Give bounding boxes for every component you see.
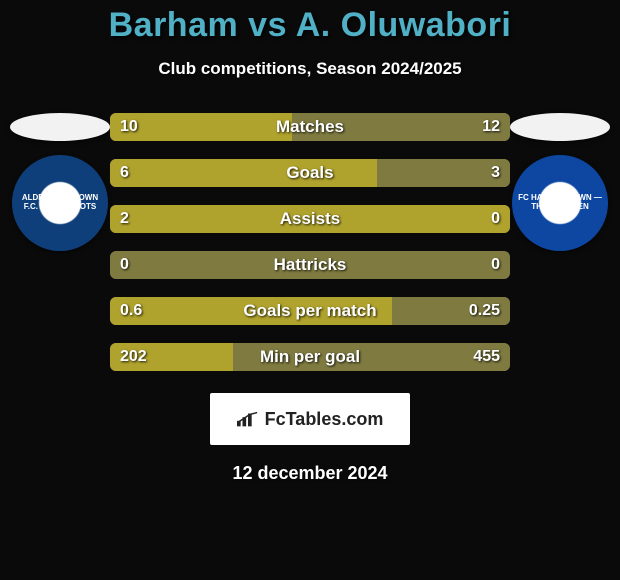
stat-row: 00Hattricks (110, 251, 510, 279)
bar-right-fill (233, 343, 510, 371)
flag-right-icon (510, 113, 610, 141)
source-badge-text: FcTables.com (265, 409, 384, 430)
bar-left-fill (110, 343, 233, 371)
stat-row: 1012Matches (110, 113, 510, 141)
bar-left-fill (110, 205, 510, 233)
bar-right-fill (377, 159, 510, 187)
comparison-panel: ALDERSHOT TOWN F.C. — THE SHOTS FC HALIF… (0, 113, 620, 484)
crest-left-text: ALDERSHOT TOWN F.C. — THE SHOTS (12, 188, 108, 218)
title-player-right: A. Oluwabori (296, 6, 512, 44)
bar-right-fill (292, 113, 510, 141)
bar-left-fill (110, 297, 392, 325)
crest-right-icon: FC HALIFAX TOWN — THE SHAYMEN (512, 155, 608, 251)
bar-track (110, 251, 510, 279)
title-vs: vs (248, 6, 287, 44)
date-text: 12 december 2024 (0, 463, 620, 484)
bar-left-fill (110, 159, 377, 187)
stat-row: 0.60.25Goals per match (110, 297, 510, 325)
side-left: ALDERSHOT TOWN F.C. — THE SHOTS (0, 113, 120, 251)
stat-row: 63Goals (110, 159, 510, 187)
subtitle: Club competitions, Season 2024/2025 (0, 59, 620, 79)
crest-right-text: FC HALIFAX TOWN — THE SHAYMEN (512, 188, 608, 218)
stat-row: 202455Min per goal (110, 343, 510, 371)
title-player-left: Barham (109, 6, 239, 44)
flag-left-icon (10, 113, 110, 141)
side-right: FC HALIFAX TOWN — THE SHAYMEN (500, 113, 620, 251)
stat-row: 20Assists (110, 205, 510, 233)
source-badge: FcTables.com (210, 393, 410, 445)
stat-bars: 1012Matches 63Goals 20Assists 00Hattricks 0.… (110, 113, 510, 371)
chart-icon (237, 411, 259, 427)
crest-left-icon: ALDERSHOT TOWN F.C. — THE SHOTS (12, 155, 108, 251)
bar-left-fill (110, 113, 292, 141)
bar-right-fill (392, 297, 510, 325)
page-title: Barham vs A. Oluwabori (0, 0, 620, 45)
